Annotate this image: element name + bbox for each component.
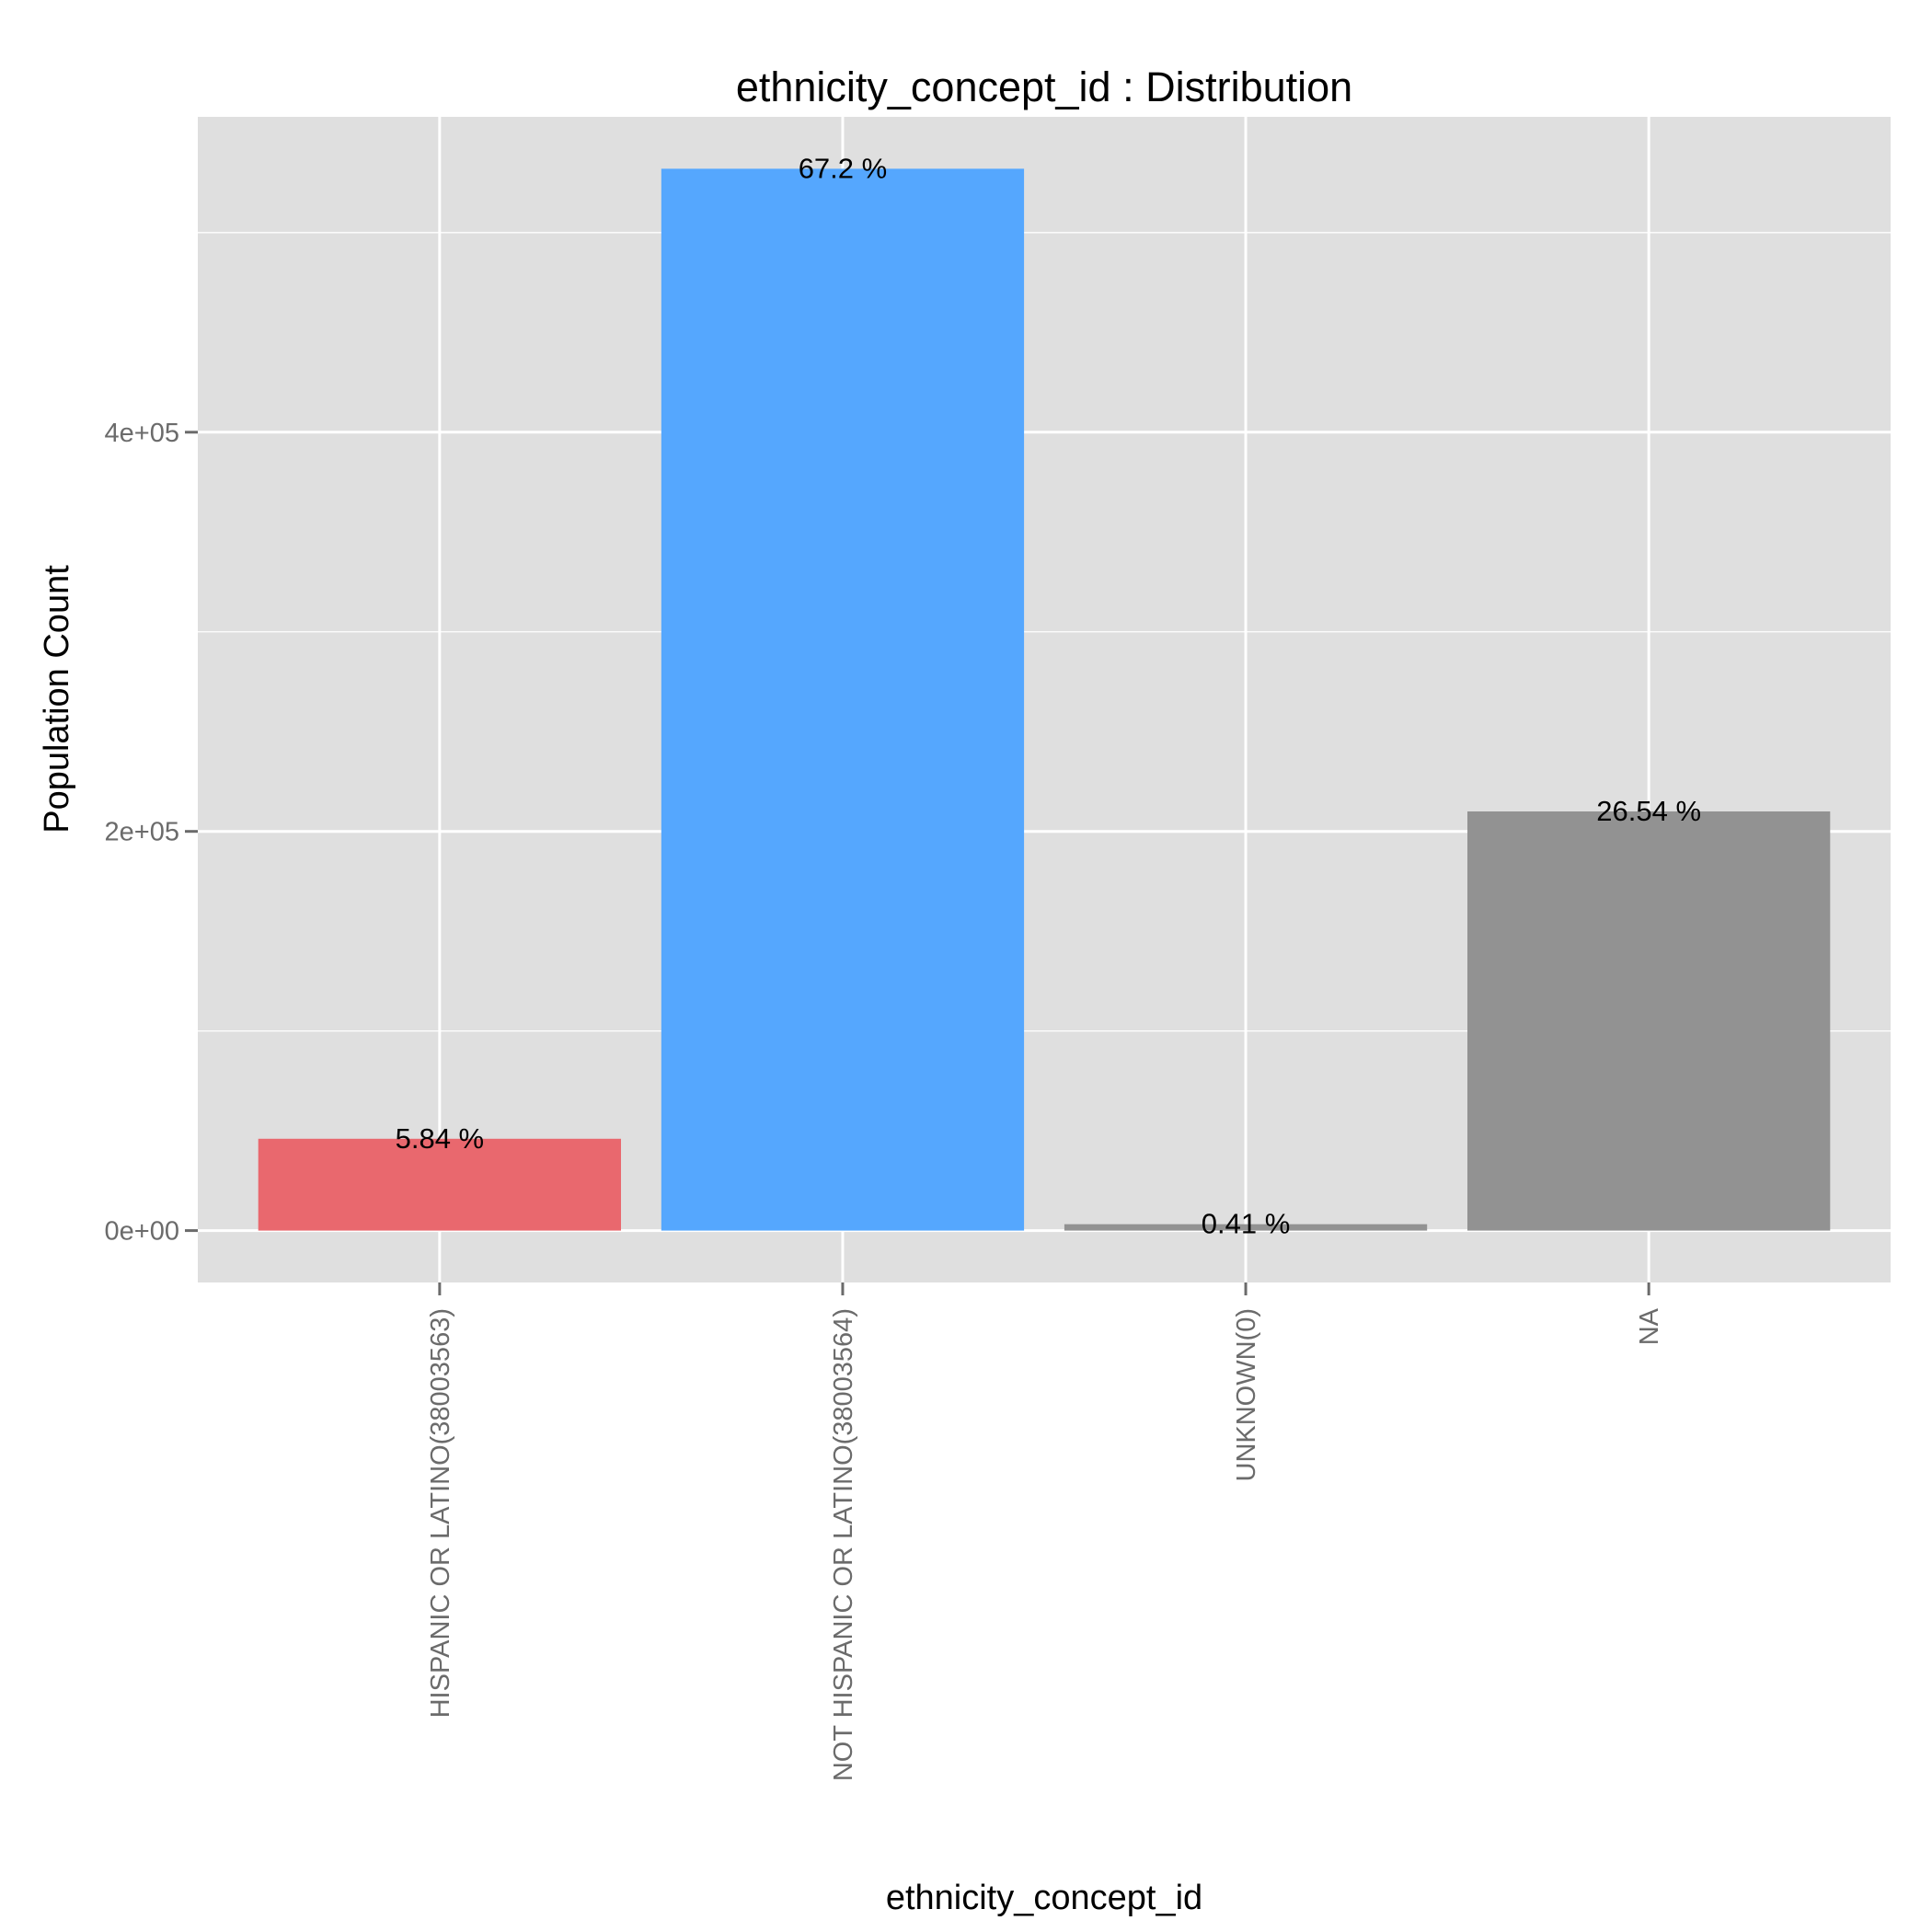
- data-label: 5.84 %: [396, 1122, 485, 1155]
- bar: [1064, 1224, 1428, 1231]
- y-axis-title: Population Count: [38, 565, 76, 834]
- data-label: 67.2 %: [799, 152, 888, 184]
- bars: [258, 168, 1831, 1231]
- x-tick-label: UNKNOWN(0): [1232, 1308, 1261, 1482]
- data-label: 0.41 %: [1202, 1208, 1291, 1240]
- y-tick-label: 0e+00: [105, 1217, 179, 1247]
- chart-title: ethnicity_concept_id : Distribution: [736, 63, 1352, 110]
- bar: [661, 168, 1025, 1231]
- x-axis: HISPANIC OR LATINO(38003563) NOT HISPANIC…: [426, 1282, 1664, 1781]
- x-tick-label: HISPANIC OR LATINO(38003563): [426, 1308, 455, 1718]
- bar: [258, 1138, 621, 1231]
- x-axis-title: ethnicity_concept_id: [886, 1879, 1202, 1917]
- bar: [1467, 811, 1831, 1231]
- x-tick-label: NA: [1635, 1307, 1664, 1345]
- x-tick-label: NOT HISPANIC OR LATINO(38003564): [829, 1308, 858, 1781]
- y-tick-label: 4e+05: [105, 419, 179, 448]
- y-tick-label: 2e+05: [105, 818, 179, 847]
- y-axis: 0e+00 2e+05 4e+05: [105, 419, 198, 1247]
- data-label: 26.54 %: [1596, 795, 1701, 827]
- data-labels: 5.84 % 67.2 % 0.41 % 26.54 %: [396, 152, 1701, 1239]
